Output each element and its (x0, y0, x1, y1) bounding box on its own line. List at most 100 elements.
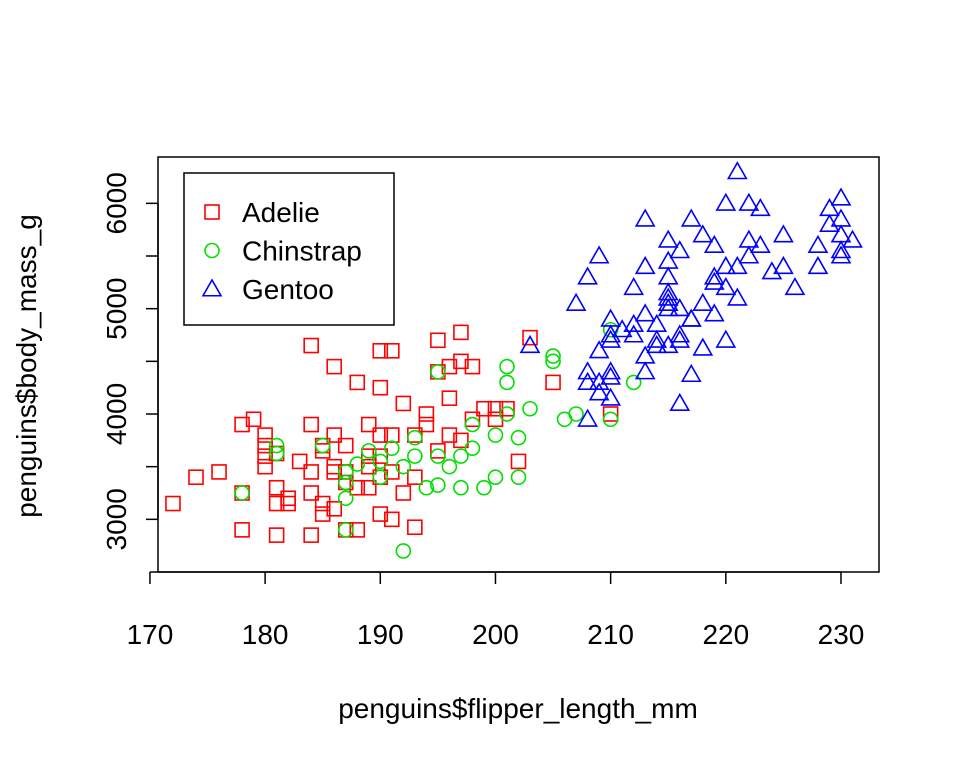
data-point (830, 245, 852, 264)
data-point (600, 361, 622, 380)
data-point (703, 271, 725, 290)
data-point (326, 501, 343, 517)
data-point (487, 427, 504, 443)
data-point (268, 437, 285, 454)
data-point (418, 416, 435, 433)
data-point (453, 353, 469, 370)
data-point (291, 453, 308, 470)
data-point (588, 245, 610, 264)
data-point (441, 390, 458, 407)
data-point (360, 479, 377, 496)
data-point (360, 416, 377, 433)
data-point (349, 522, 366, 538)
data-point (657, 282, 679, 301)
data-point (646, 313, 668, 333)
data-point (384, 427, 400, 443)
data-point (395, 395, 412, 412)
x-tick-label: 220 (702, 619, 749, 650)
x-tick-label: 170 (127, 619, 174, 650)
data-point (577, 361, 598, 380)
data-point (430, 448, 446, 464)
data-point (830, 208, 852, 227)
data-point (692, 292, 714, 311)
x-tick-label: 180 (242, 619, 289, 650)
data-point (165, 495, 181, 512)
data-point (623, 313, 645, 333)
series-gentoo (519, 161, 863, 427)
data-point (634, 345, 656, 364)
data-point (749, 234, 771, 254)
data-point (464, 411, 481, 428)
data-point (784, 276, 806, 296)
data-point (703, 234, 725, 254)
data-point (268, 479, 285, 496)
y-axis-label: penguins$body_mass_g (11, 214, 42, 518)
data-point (268, 495, 285, 512)
data-point (418, 406, 435, 422)
data-point (268, 445, 285, 462)
data-point (441, 427, 458, 443)
data-point (703, 303, 725, 322)
data-point (625, 374, 642, 391)
legend-marker (204, 204, 220, 220)
data-point (600, 366, 622, 385)
data-point (565, 292, 587, 311)
data-point (395, 485, 412, 501)
legend-label: Adelie (242, 197, 320, 228)
data-point (657, 298, 679, 317)
data-point (577, 266, 598, 285)
data-point (657, 229, 679, 248)
data-point (773, 224, 794, 243)
data-point (602, 411, 619, 428)
data-point (314, 437, 331, 454)
data-point (749, 197, 771, 217)
data-point (703, 266, 725, 285)
data-point (395, 458, 412, 475)
data-point (372, 453, 389, 470)
data-point (303, 464, 319, 480)
data-point (510, 469, 527, 486)
data-point (337, 464, 354, 480)
data-point (453, 324, 469, 341)
data-point (715, 255, 737, 275)
data-point (372, 343, 389, 359)
data-point (384, 440, 400, 457)
data-points (165, 161, 863, 559)
legend-item-gentoo: Gentoo (201, 274, 334, 305)
data-point (669, 240, 691, 259)
data-point (337, 490, 354, 507)
data-point (588, 340, 610, 359)
data-point (842, 229, 863, 248)
data-point (522, 400, 538, 417)
data-point (499, 374, 515, 391)
data-point (407, 448, 423, 464)
data-point (600, 329, 622, 348)
data-point (257, 458, 273, 475)
data-point (588, 382, 610, 401)
data-point (773, 255, 794, 275)
data-point (430, 477, 446, 493)
data-point (738, 192, 760, 211)
data-point (337, 522, 354, 538)
data-point (303, 527, 319, 543)
data-point (372, 379, 389, 396)
data-point (646, 334, 668, 354)
data-point (680, 308, 702, 327)
data-point (234, 522, 250, 538)
y-axis: 3000 4000 5000 6000 (101, 172, 159, 550)
data-point (349, 456, 366, 472)
data-point (430, 332, 446, 349)
y-tick-label: 4000 (101, 383, 132, 445)
data-point (577, 408, 598, 427)
y-tick-label: 6000 (101, 172, 132, 234)
data-point (453, 479, 469, 496)
data-point (726, 287, 748, 306)
y-tick-label: 3000 (101, 488, 132, 550)
legend-marker (201, 278, 223, 297)
data-point (634, 255, 656, 275)
data-point (395, 543, 412, 559)
data-point (600, 387, 622, 406)
data-point (830, 240, 852, 259)
